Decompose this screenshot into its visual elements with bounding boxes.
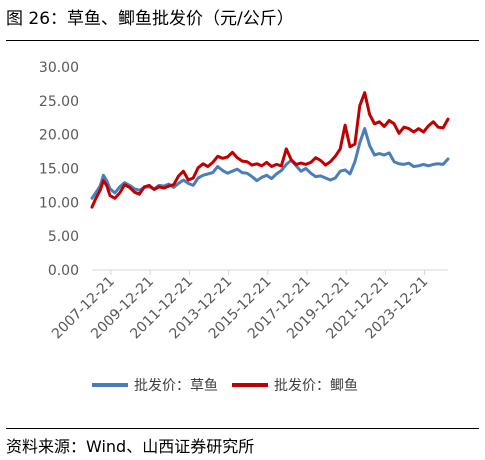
legend-item-grass-carp: 批发价：草鱼 (92, 377, 218, 394)
source-note: 资料来源：Wind、山西证券研究所 (6, 437, 255, 456)
top-rule (6, 40, 479, 41)
legend-label: 批发价：草鱼 (134, 377, 218, 394)
legend-label: 批发价：鲫鱼 (274, 377, 358, 394)
y-tick-label: 25.00 (39, 94, 79, 110)
y-tick-label: 20.00 (39, 128, 79, 144)
y-axis: 0.00 5.00 10.00 15.00 20.00 25.00 30.00 (39, 60, 79, 279)
legend-item-crucian-carp: 批发价：鲫鱼 (232, 377, 358, 394)
legend: 批发价：草鱼 批发价：鲫鱼 (92, 377, 358, 394)
series-line-crucian-carp (90, 91, 450, 209)
series-layer (90, 91, 450, 209)
figure-title: 图 26：草鱼、鲫鱼批发价（元/公斤） (6, 9, 294, 29)
y-tick-label: 0.00 (48, 263, 79, 279)
y-tick-label: 5.00 (48, 229, 79, 245)
y-tick-label: 30.00 (39, 60, 79, 76)
bottom-rule (6, 428, 479, 429)
x-axis: 2007-12-212009-12-212011-12-212013-12-21… (49, 269, 448, 342)
y-tick-label: 15.00 (39, 162, 79, 178)
y-tick-label: 10.00 (39, 195, 79, 211)
line-chart: 0.00 5.00 10.00 15.00 20.00 25.00 30.00 2007-1… (39, 60, 450, 394)
